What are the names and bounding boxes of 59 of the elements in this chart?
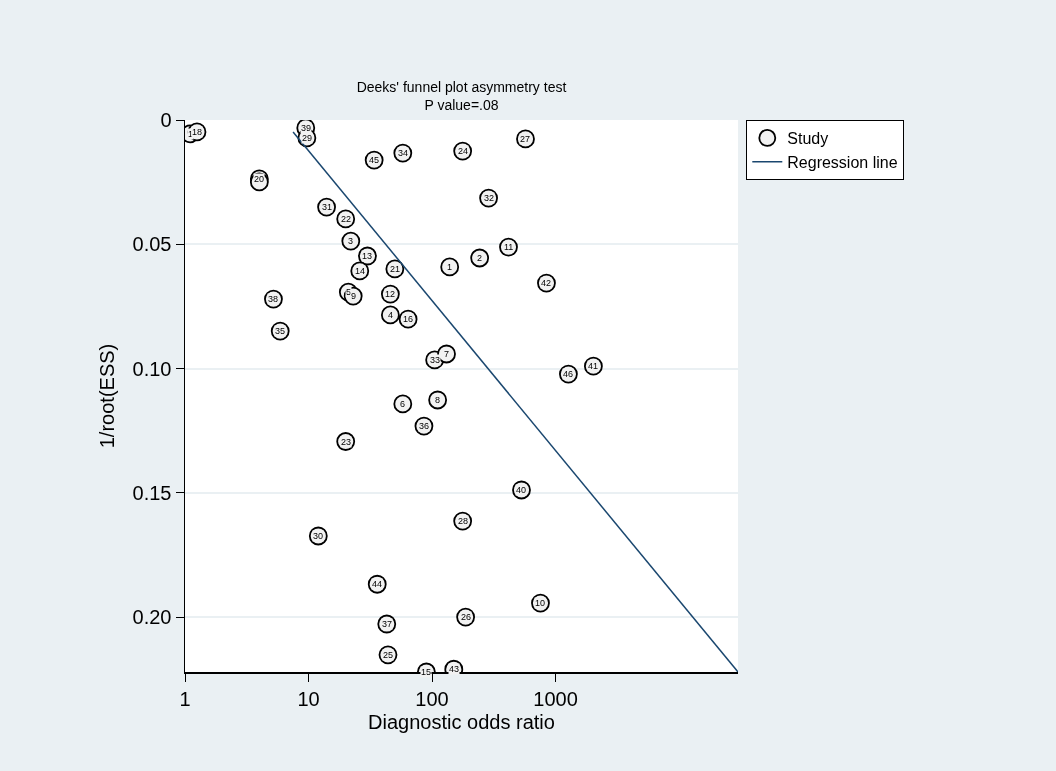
annotation: 2 — [477, 253, 483, 263]
annotation: 37 — [382, 619, 393, 629]
x-axis-title: Diagnostic odds ratio — [368, 710, 555, 733]
annotation: 14 — [355, 266, 366, 276]
annotation: 25 — [383, 650, 394, 660]
annotation: 33 — [430, 355, 441, 365]
annotation: 21 — [390, 264, 401, 274]
y-tick-label: 0.15 — [132, 481, 172, 504]
annotation: 39 — [301, 123, 312, 133]
annotation: 31 — [322, 202, 333, 212]
annotation: 34 — [398, 148, 409, 158]
annotation: 9 — [351, 291, 357, 301]
x-tick-label: 10 — [297, 687, 320, 710]
legend-label: Study — [787, 130, 829, 148]
y-tick-label: 0.20 — [132, 606, 172, 629]
annotation: 11 — [504, 242, 514, 252]
annotation: 12 — [385, 289, 396, 299]
annotation: 30 — [313, 531, 324, 541]
annotation: 40 — [516, 485, 527, 495]
annotation: 16 — [403, 314, 414, 324]
y-tick-label: 0 — [160, 109, 172, 131]
chart-subtitle: P value=.08 — [424, 97, 499, 114]
annotation: 13 — [362, 251, 373, 261]
annotation: 6 — [400, 399, 406, 409]
legend-label: Regression line — [787, 153, 898, 171]
y-tick-label: 0.05 — [132, 233, 172, 256]
annotation: 23 — [341, 437, 352, 447]
x-tick-label: 1 — [179, 687, 191, 710]
x-tick-label: 100 — [415, 687, 449, 710]
annotation: 43 — [449, 664, 460, 674]
annotation: 24 — [458, 146, 469, 156]
annotation: 10 — [535, 598, 546, 608]
annotation: 7 — [444, 349, 450, 359]
y-axis-title: 1/root(ESS) — [96, 343, 119, 449]
x-tick-label: 1000 — [533, 687, 578, 710]
annotation: 26 — [461, 612, 472, 622]
annotation: 42 — [541, 278, 552, 288]
annotation: 36 — [419, 421, 430, 431]
annotation: 38 — [268, 294, 279, 304]
annotation: 45 — [369, 155, 380, 165]
annotation: 20 — [254, 174, 265, 184]
annotation: 32 — [484, 193, 495, 203]
annotation: 4 — [388, 310, 394, 320]
annotation: 5 — [346, 287, 352, 297]
annotation: 35 — [275, 326, 286, 336]
annotation: 29 — [302, 133, 313, 143]
annotation: 22 — [341, 214, 352, 224]
annotation: 15 — [421, 667, 432, 677]
annotation: 8 — [435, 395, 441, 405]
annotation: 3 — [348, 236, 354, 246]
annotation: 18 — [192, 127, 203, 137]
annotation: 1 — [447, 262, 453, 272]
annotation: 41 — [588, 361, 599, 371]
annotation: 46 — [563, 369, 574, 379]
chart-title: Deeks' funnel plot asymmetry test — [356, 79, 567, 95]
annotation: 28 — [458, 516, 469, 526]
annotation: 27 — [520, 134, 531, 144]
y-tick-label: 0.10 — [132, 357, 172, 380]
annotation: 44 — [372, 579, 383, 589]
